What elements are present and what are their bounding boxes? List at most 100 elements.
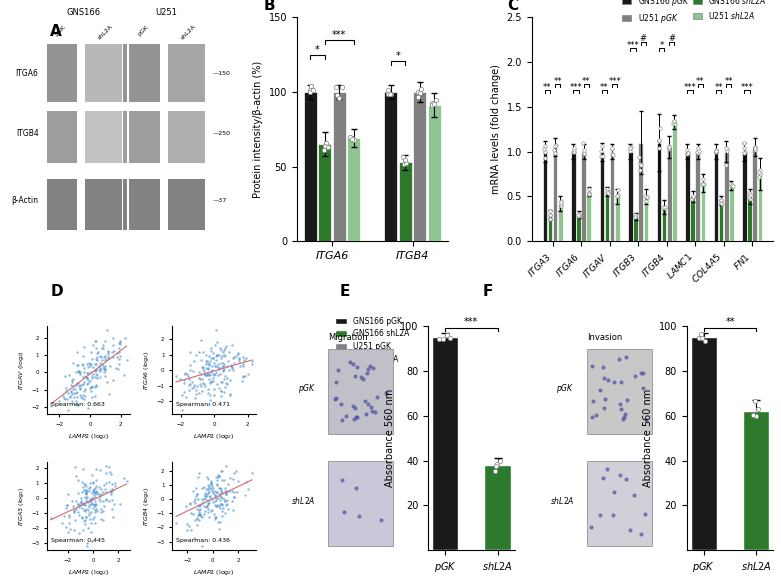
Point: [625, 142, 637, 152]
Point: [107, 376, 119, 385]
Point: [221, 504, 234, 514]
Point: [337, 507, 350, 516]
Text: ***: ***: [608, 76, 621, 86]
Text: $\it{shL2A}$: $\it{shL2A}$: [550, 495, 575, 506]
Point: [213, 504, 226, 513]
Point: [695, 333, 708, 342]
Point: [95, 353, 108, 362]
Point: [177, 387, 190, 397]
Point: [80, 488, 93, 497]
Point: [187, 509, 199, 518]
Point: [88, 391, 101, 400]
Point: [102, 462, 115, 471]
Point: [196, 484, 209, 493]
Text: $\it{pGK}$: $\it{pGK}$: [298, 382, 316, 395]
Point: [400, 159, 412, 168]
Text: D: D: [51, 284, 63, 299]
Point: [226, 340, 238, 349]
Point: [228, 493, 241, 502]
Point: [349, 371, 362, 380]
Point: [681, 150, 694, 159]
Point: [201, 483, 214, 493]
Point: [693, 146, 705, 155]
Point: [223, 348, 235, 357]
Point: [226, 364, 238, 373]
Point: [98, 336, 111, 346]
Point: [73, 503, 85, 512]
Point: [186, 378, 198, 387]
Point: [710, 148, 722, 157]
Point: [192, 510, 205, 519]
Point: [80, 379, 93, 389]
Point: [91, 490, 104, 499]
Point: [62, 527, 75, 537]
Point: [228, 358, 241, 367]
Point: [634, 160, 647, 170]
Point: [86, 489, 98, 498]
Point: [488, 466, 501, 475]
Point: [201, 472, 213, 482]
Point: [105, 470, 117, 479]
Point: [601, 185, 613, 194]
Point: [667, 119, 679, 128]
Point: [697, 174, 709, 184]
Point: [426, 98, 438, 108]
Point: [207, 483, 219, 493]
Point: [84, 514, 96, 523]
Point: [90, 486, 102, 496]
Point: [201, 498, 214, 507]
Point: [180, 392, 192, 401]
Point: [355, 372, 367, 382]
Y-axis label: Protein intensity/β-actin (%): Protein intensity/β-actin (%): [253, 61, 263, 198]
Point: [199, 490, 212, 500]
Point: [84, 368, 97, 377]
Y-axis label: $\it{ITGA3}$ (log$_2$): $\it{ITGA3}$ (log$_2$): [16, 486, 26, 526]
Text: U251: U251: [155, 8, 177, 17]
Point: [69, 462, 81, 471]
Point: [73, 390, 86, 400]
Point: [100, 478, 112, 488]
Point: [81, 492, 94, 501]
Point: [187, 496, 200, 505]
Point: [744, 194, 757, 203]
Point: [381, 85, 394, 94]
Point: [686, 195, 698, 204]
Text: A: A: [50, 24, 62, 39]
Point: [86, 382, 98, 391]
Point: [353, 512, 366, 521]
Bar: [729, 186, 733, 241]
Point: [584, 522, 597, 532]
Point: [212, 472, 224, 481]
Point: [212, 384, 225, 393]
Point: [191, 514, 203, 523]
Point: [195, 494, 208, 504]
Bar: [384, 92, 398, 241]
Point: [188, 534, 201, 543]
Point: [201, 492, 213, 501]
Text: #: #: [669, 34, 676, 43]
Point: [71, 401, 84, 410]
Point: [184, 508, 197, 518]
Point: [232, 349, 244, 358]
Point: [214, 358, 226, 368]
Point: [572, 211, 585, 221]
Point: [86, 371, 98, 380]
Point: [219, 343, 231, 353]
Point: [218, 346, 230, 355]
Point: [738, 148, 751, 157]
Point: [657, 202, 669, 211]
Point: [197, 347, 209, 357]
Point: [58, 393, 70, 402]
Point: [74, 497, 87, 507]
Point: [88, 336, 101, 345]
Point: [624, 144, 637, 153]
Point: [212, 470, 224, 479]
Legend: GNS166 pGK, GNS166 shL2A, U251 pGK, U251 shL2A: GNS166 pGK, GNS166 shL2A, U251 pGK, U251…: [332, 314, 412, 367]
Point: [738, 138, 751, 148]
Point: [634, 166, 647, 175]
Point: [205, 478, 217, 488]
Point: [191, 500, 204, 510]
Point: [236, 376, 248, 386]
Point: [219, 496, 231, 505]
Point: [73, 511, 86, 520]
